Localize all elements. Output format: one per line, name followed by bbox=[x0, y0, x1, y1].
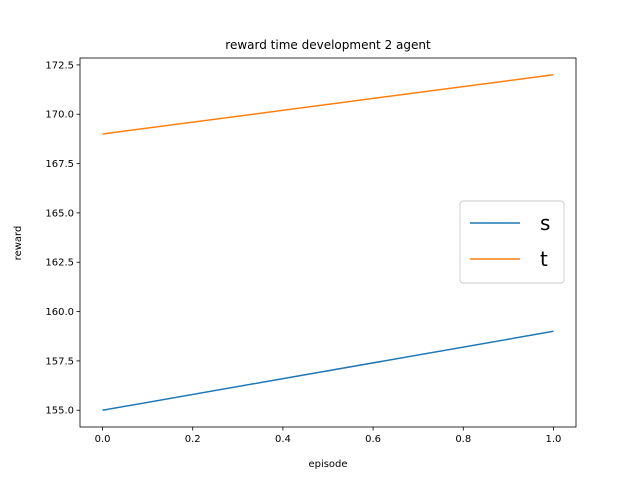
y-tick-label: 162.5 bbox=[45, 258, 74, 269]
x-tick-label: 0.2 bbox=[185, 434, 201, 445]
axes-frame bbox=[79, 57, 577, 428]
y-tick-label: 170.0 bbox=[45, 110, 74, 121]
y-axis-label: reward bbox=[13, 226, 24, 261]
x-tick-label: 0.6 bbox=[365, 434, 381, 445]
x-tick-label: 0.4 bbox=[275, 434, 291, 445]
chart-title: reward time development 2 agent bbox=[225, 38, 431, 52]
legend-box bbox=[459, 200, 565, 284]
legend-label-t: t bbox=[540, 247, 548, 271]
y-tick-label: 165.0 bbox=[45, 208, 74, 219]
series-line-s bbox=[102, 330, 554, 411]
x-tick-label: 0.8 bbox=[455, 434, 471, 445]
x-axis-label: episode bbox=[308, 459, 347, 470]
y-tick-label: 157.5 bbox=[45, 356, 74, 367]
legend-label-s: s bbox=[540, 211, 550, 235]
x-tick-label: 1.0 bbox=[546, 434, 562, 445]
legend: st bbox=[459, 200, 565, 284]
x-tick-label: 0.0 bbox=[95, 434, 111, 445]
y-tick-label: 155.0 bbox=[45, 406, 74, 417]
y-tick-label: 160.0 bbox=[45, 307, 74, 318]
series-line-t bbox=[102, 74, 554, 135]
y-tick-label: 167.5 bbox=[45, 159, 74, 170]
y-tick-label: 172.5 bbox=[45, 60, 74, 71]
plot-area: 0.0 0.2 0.4 0.6 0.8 1.0 155.0 157.5 160.0 162.5 16… bbox=[45, 57, 577, 445]
